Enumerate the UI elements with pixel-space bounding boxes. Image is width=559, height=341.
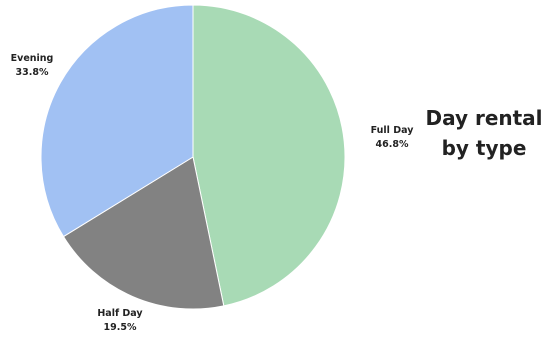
pie-slice-evening	[40, 4, 194, 238]
pie-slice-half-day	[62, 156, 225, 310]
chart-title: Day rental by type	[425, 106, 543, 160]
slice-label-name: Evening	[10, 53, 54, 64]
slice-label-value: 33.8%	[15, 67, 49, 78]
slice-label-full-day: Full Day 46.8%	[352, 124, 432, 152]
slice-label-half-day: Half Day 19.5%	[80, 307, 160, 335]
slice-label-evening: Evening 33.8%	[0, 52, 64, 80]
pie-slice-full-day	[192, 4, 346, 307]
slice-label-value: 46.8%	[375, 139, 409, 150]
slice-label-value: 19.5%	[103, 322, 137, 333]
slice-label-name: Half Day	[97, 308, 143, 319]
slice-label-name: Full Day	[370, 125, 414, 136]
